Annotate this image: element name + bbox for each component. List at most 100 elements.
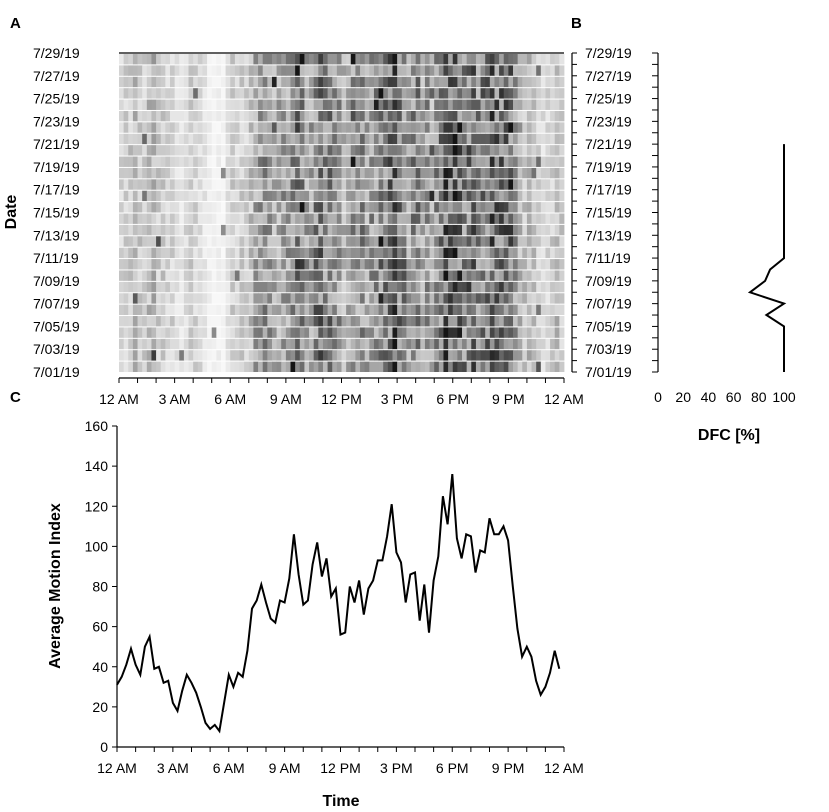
heatmap-cell	[392, 338, 398, 350]
heatmap-cell	[462, 224, 468, 236]
heatmap-cell	[156, 293, 162, 304]
heatmap-cell	[522, 76, 528, 88]
heatmap-cell	[346, 167, 352, 179]
heatmap-cell	[271, 145, 278, 156]
heatmap-cell	[503, 88, 509, 99]
heatmap-cell	[420, 350, 426, 361]
heatmap-cell	[193, 76, 199, 88]
heatmap-cell	[540, 247, 546, 259]
heatmap-cell	[522, 213, 528, 224]
heatmap-cell	[165, 145, 171, 156]
heatmap-cell	[132, 76, 138, 88]
heatmap-cell	[230, 338, 236, 350]
heatmap-cell	[503, 110, 509, 122]
heatmap-cell	[230, 202, 236, 213]
heatmap-cell	[415, 270, 421, 281]
heatmap-cell	[499, 167, 505, 179]
motion-x-tick-label: 12 PM	[320, 760, 360, 776]
heatmap-cell	[462, 350, 468, 361]
heatmap-cell	[290, 99, 296, 110]
heatmap-cell	[183, 247, 189, 259]
heatmap-cell	[554, 76, 560, 88]
heatmap-cell	[290, 110, 296, 122]
heatmap-cell	[267, 270, 273, 281]
heatmap-cell	[332, 99, 338, 110]
heatmap-cell	[230, 65, 236, 76]
heatmap-cell	[332, 179, 338, 190]
heatmap-cell	[438, 327, 444, 338]
heatmap-cell	[513, 236, 519, 247]
heatmap-cell	[434, 316, 440, 327]
heatmap-cell	[290, 133, 296, 145]
heatmap-cell	[392, 281, 398, 293]
heatmap-cell	[387, 190, 393, 202]
motion-y-tick-label: 100	[85, 538, 109, 554]
heatmap-cell	[457, 190, 463, 202]
heatmap-cell	[411, 293, 417, 304]
heatmap-cell	[123, 281, 129, 293]
heatmap-cell	[244, 327, 250, 338]
heatmap-cell	[304, 167, 310, 179]
heatmap-cell	[378, 88, 384, 99]
heatmap-cell	[536, 99, 542, 110]
heatmap-cell	[151, 350, 157, 361]
heatmap-cell	[132, 259, 138, 270]
heatmap-cell	[258, 327, 264, 338]
heatmap-cell	[489, 76, 495, 88]
heatmap-cell	[188, 179, 194, 190]
heatmap-cell	[536, 293, 542, 304]
heatmap-cell	[540, 224, 546, 236]
heatmap-cell	[281, 122, 287, 133]
heatmap-cell	[336, 65, 342, 76]
heatmap-cell	[471, 65, 477, 76]
heatmap-cell	[550, 65, 556, 76]
heatmap-cell	[475, 304, 481, 316]
panel-label-a: A	[10, 15, 21, 32]
heatmap-cell	[360, 65, 366, 76]
heatmap-cell	[466, 327, 472, 338]
heatmap-cell	[309, 179, 315, 190]
heatmap-cell	[295, 236, 301, 247]
heatmap-cell	[383, 338, 389, 350]
heatmap-cell	[332, 270, 338, 281]
heatmap-cell	[364, 316, 370, 327]
heatmap-cell	[128, 247, 134, 259]
heatmap-cell	[434, 293, 440, 304]
heatmap-cell	[397, 247, 403, 259]
heatmap-cell	[207, 110, 213, 122]
heatmap-cell	[132, 293, 138, 304]
dfc-x-tick-label: 20	[675, 389, 691, 405]
heatmap-cell	[285, 316, 291, 327]
heatmap-cell	[503, 316, 509, 327]
heatmap-cell	[526, 338, 532, 350]
heatmap-cell	[480, 167, 486, 179]
heatmap-cell	[341, 145, 347, 156]
heatmap-cell	[276, 316, 282, 327]
heatmap-cell	[452, 122, 458, 133]
heatmap-cell	[304, 76, 310, 88]
heatmap-cell	[276, 304, 282, 316]
heatmap-cell	[276, 259, 282, 270]
heatmap-cell	[466, 224, 472, 236]
heatmap-cell	[499, 110, 505, 122]
heatmap-cell	[545, 338, 551, 350]
heatmap-cell	[276, 190, 282, 202]
heatmap-cell	[156, 213, 162, 224]
heatmap-cell	[526, 316, 532, 327]
heatmap-cell	[536, 247, 542, 259]
heatmap-cell	[494, 361, 500, 372]
heatmap-cell	[299, 361, 305, 372]
heatmap-cell	[369, 167, 375, 179]
heatmap-cell	[119, 88, 125, 99]
heatmap-cell	[397, 281, 403, 293]
heatmap-cell	[318, 122, 324, 133]
heatmap-cell	[295, 259, 301, 270]
heatmap-cell	[160, 179, 166, 190]
heatmap-cell	[513, 316, 519, 327]
motion-y-tick-label: 160	[85, 418, 109, 434]
heatmap-cell	[387, 110, 393, 122]
heatmap-cell	[183, 179, 189, 190]
heatmap-cell	[355, 247, 361, 259]
heatmap-cell	[169, 304, 176, 316]
heatmap-cell	[309, 350, 315, 361]
